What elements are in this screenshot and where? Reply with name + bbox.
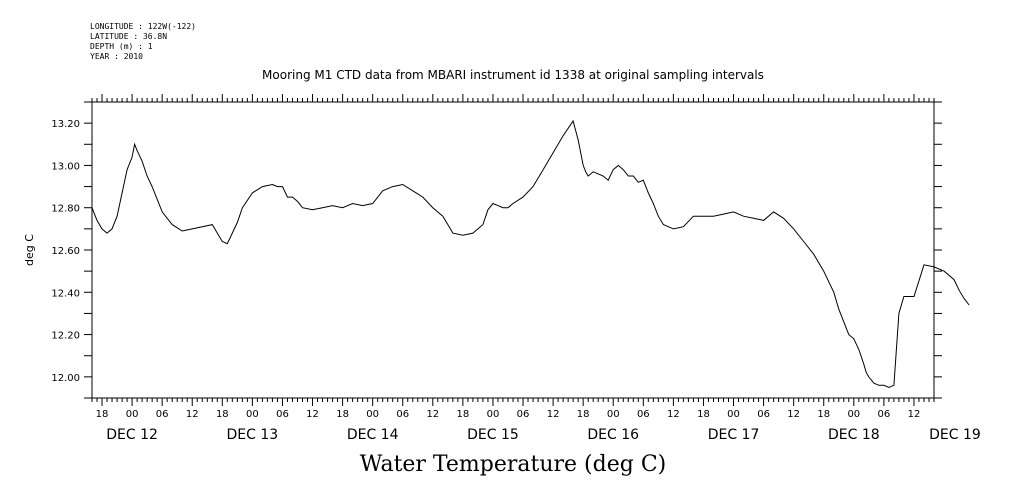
x-hour-label: 06 — [156, 409, 169, 420]
x-hour-label: 18 — [96, 409, 109, 420]
x-hour-label: 06 — [637, 409, 650, 420]
x-hour-label: 06 — [517, 409, 530, 420]
x-hour-label: 12 — [787, 409, 800, 420]
x-hour-label: 18 — [577, 409, 590, 420]
y-tick-label: 12.00 — [51, 373, 80, 384]
x-hour-label: 06 — [878, 409, 891, 420]
x-hour-label: 06 — [757, 409, 770, 420]
x-hour-label: 18 — [457, 409, 470, 420]
x-day-label: DEC 19 — [929, 427, 981, 443]
x-tick-labels: 18 00 06 12 18 00 06 12 18 00 06 12 18 00 06 12 18 00 06 12… — [96, 409, 981, 443]
y-tick-label: 12.20 — [51, 331, 80, 342]
x-hour-label: 12 — [908, 409, 921, 420]
x-hour-label: 00 — [246, 409, 259, 420]
x-day-label: DEC 16 — [587, 427, 639, 443]
x-hour-label: 12 — [667, 409, 680, 420]
x-hour-label: 00 — [607, 409, 620, 420]
plot-frame — [91, 101, 935, 399]
x-day-label: DEC 12 — [106, 427, 158, 443]
x-day-label: DEC 18 — [828, 427, 880, 443]
x-day-label: DEC 14 — [347, 427, 399, 443]
y-tick-labels: 12.00 12.20 12.40 12.60 12.80 13.00 13.20 — [51, 119, 80, 384]
longitude-label: LONGITUDE : 122W(-122) — [90, 22, 196, 31]
x-day-label: DEC 17 — [708, 427, 760, 443]
x-hour-label: 00 — [847, 409, 860, 420]
x-hour-label: 00 — [366, 409, 379, 420]
x-day-label: DEC 15 — [467, 427, 519, 443]
x-hour-label: 18 — [817, 409, 830, 420]
y-tick-label: 12.80 — [51, 204, 80, 215]
x-hour-label: 12 — [547, 409, 560, 420]
x-hour-label: 00 — [727, 409, 740, 420]
x-hour-label: 12 — [186, 409, 199, 420]
depth-label: DEPTH (m) : 1 — [90, 42, 153, 51]
x-hour-label: 06 — [396, 409, 409, 420]
y-axis-label: deg C — [23, 234, 36, 266]
metadata-block: LONGITUDE : 122W(-122) LATITUDE : 36.8N … — [90, 22, 196, 62]
x-hour-label: 18 — [697, 409, 710, 420]
latitude-label: LATITUDE : 36.8N — [90, 32, 168, 41]
chart-title: Mooring M1 CTD data from MBARI instrumen… — [262, 68, 764, 82]
x-hour-label: 12 — [426, 409, 439, 420]
y-tick-label: 12.40 — [51, 288, 80, 299]
y-tick-label: 12.60 — [51, 246, 80, 257]
temperature-series-line — [91, 119, 970, 388]
year-label: YEAR : 2010 — [90, 52, 143, 61]
figure-caption: Water Temperature (deg C) — [359, 452, 667, 477]
axis-ticks — [84, 94, 942, 406]
x-hour-label: 00 — [126, 409, 139, 420]
x-hour-label: 18 — [216, 409, 229, 420]
x-hour-label: 06 — [276, 409, 289, 420]
x-day-label: DEC 13 — [227, 427, 279, 443]
y-tick-label: 13.00 — [51, 161, 80, 172]
x-hour-label: 12 — [306, 409, 319, 420]
x-hour-label: 18 — [336, 409, 349, 420]
y-tick-label: 13.20 — [51, 119, 80, 130]
x-hour-label: 00 — [487, 409, 500, 420]
